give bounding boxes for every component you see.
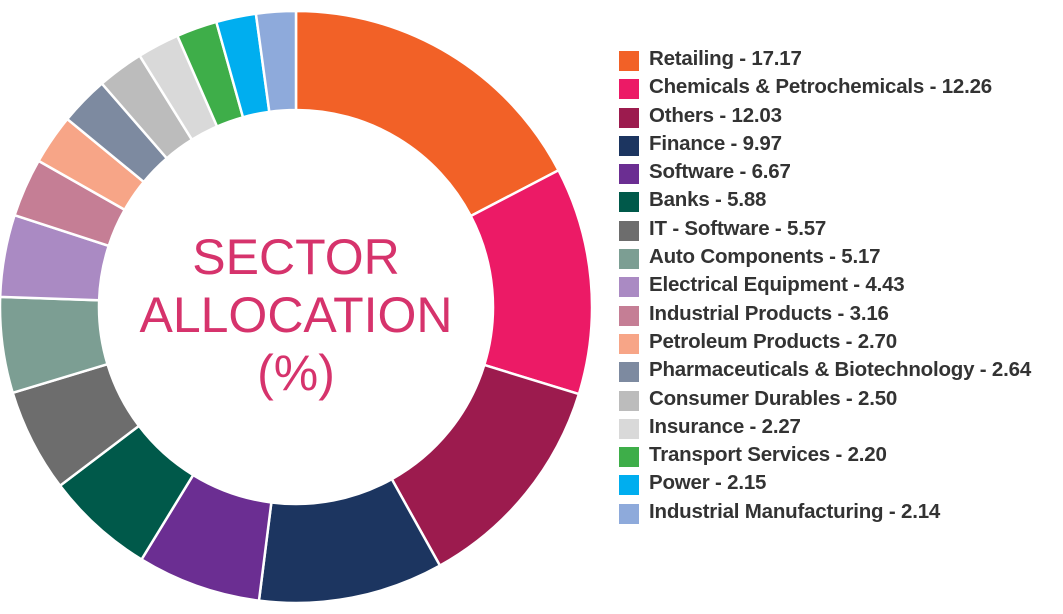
legend-swatch [619, 164, 639, 185]
center-title-line-3: (%) [257, 345, 335, 401]
legend-label: Insurance - 2.27 [649, 414, 801, 438]
legend-label: Petroleum Products - 2.70 [649, 329, 897, 353]
legend-label: Chemicals & Petrochemicals - 12.26 [649, 75, 993, 99]
legend-swatch [619, 418, 639, 439]
legend-label: Auto Components - 5.17 [649, 245, 881, 269]
legend-label: Electrical Equipment - 4.43 [649, 273, 905, 297]
legend-label: Software - 6.67 [649, 160, 791, 184]
legend-swatch [619, 79, 639, 100]
center-title-line-1: SECTOR [192, 229, 400, 285]
legend-swatch [619, 362, 639, 383]
legend-swatch [619, 305, 639, 326]
legend-swatch [619, 135, 639, 156]
legend-swatch [619, 249, 639, 270]
legend-swatch [619, 220, 639, 241]
legend-swatch [619, 447, 639, 468]
legend-swatch [619, 277, 639, 298]
donut-chart [0, 9, 594, 605]
legend-label: Industrial Products - 3.16 [649, 301, 889, 325]
legend-label: IT - Software - 5.57 [649, 216, 827, 240]
legend-label: Pharmaceuticals & Biotechnology - 2.64 [649, 358, 1032, 382]
legend-swatch [619, 51, 639, 71]
legend-swatch [619, 503, 639, 524]
legend-label: Power - 2.15 [649, 471, 767, 495]
legend-swatch [619, 475, 639, 496]
legend-label: Others - 12.03 [649, 103, 782, 127]
legend-swatch [619, 192, 639, 213]
legend-swatch [619, 333, 639, 354]
donut-slice-1 [294, 9, 561, 218]
donut-slice-17 [254, 9, 298, 114]
legend-label: Transport Services - 2.20 [649, 443, 887, 467]
legend-label: Retailing - 17.17 [649, 47, 802, 70]
legend-swatch [619, 107, 639, 128]
legend-label: Industrial Manufacturing - 2.14 [649, 499, 941, 523]
legend-label: Finance - 9.97 [649, 131, 782, 155]
legend-label: Consumer Durables - 2.50 [649, 386, 898, 410]
center-title-line-2: ALLOCATION [139, 287, 453, 343]
legend-label: Banks - 5.88 [649, 188, 767, 212]
center-title: SECTOR ALLOCATION (%) [96, 228, 496, 402]
legend-swatch [619, 390, 639, 411]
